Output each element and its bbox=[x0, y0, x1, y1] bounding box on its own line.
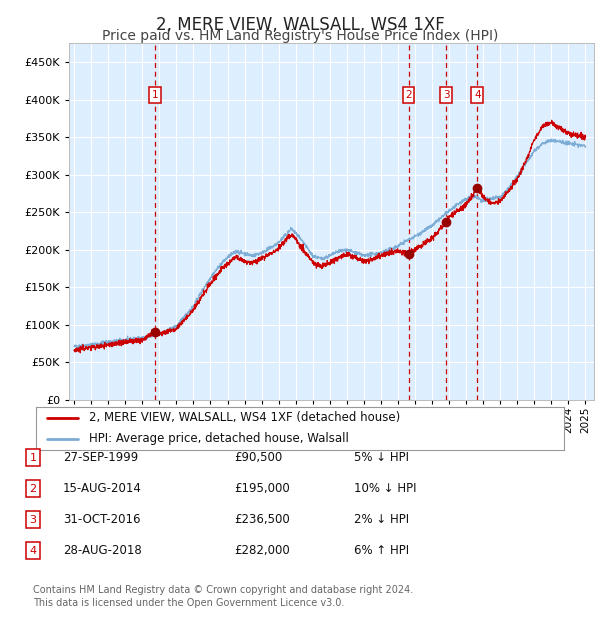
Text: 2, MERE VIEW, WALSALL, WS4 1XF: 2, MERE VIEW, WALSALL, WS4 1XF bbox=[155, 16, 445, 33]
Text: 4: 4 bbox=[474, 90, 481, 100]
Text: Price paid vs. HM Land Registry's House Price Index (HPI): Price paid vs. HM Land Registry's House … bbox=[102, 29, 498, 43]
Text: 1: 1 bbox=[152, 90, 158, 100]
Text: 2: 2 bbox=[405, 90, 412, 100]
Text: 2, MERE VIEW, WALSALL, WS4 1XF (detached house): 2, MERE VIEW, WALSALL, WS4 1XF (detached… bbox=[89, 412, 400, 424]
Text: £195,000: £195,000 bbox=[234, 482, 290, 495]
Text: 28-AUG-2018: 28-AUG-2018 bbox=[63, 544, 142, 557]
Text: 4: 4 bbox=[29, 546, 37, 556]
Text: £282,000: £282,000 bbox=[234, 544, 290, 557]
Text: 6% ↑ HPI: 6% ↑ HPI bbox=[354, 544, 409, 557]
Text: This data is licensed under the Open Government Licence v3.0.: This data is licensed under the Open Gov… bbox=[33, 598, 344, 608]
Text: 2: 2 bbox=[29, 484, 37, 494]
Text: 27-SEP-1999: 27-SEP-1999 bbox=[63, 451, 138, 464]
Text: 3: 3 bbox=[29, 515, 37, 525]
Text: 10% ↓ HPI: 10% ↓ HPI bbox=[354, 482, 416, 495]
Text: 31-OCT-2016: 31-OCT-2016 bbox=[63, 513, 140, 526]
Text: 2% ↓ HPI: 2% ↓ HPI bbox=[354, 513, 409, 526]
Text: £236,500: £236,500 bbox=[234, 513, 290, 526]
Text: 3: 3 bbox=[443, 90, 449, 100]
Text: HPI: Average price, detached house, Walsall: HPI: Average price, detached house, Wals… bbox=[89, 433, 349, 445]
Text: £90,500: £90,500 bbox=[234, 451, 282, 464]
Text: 1: 1 bbox=[29, 453, 37, 463]
Text: Contains HM Land Registry data © Crown copyright and database right 2024.: Contains HM Land Registry data © Crown c… bbox=[33, 585, 413, 595]
Text: 5% ↓ HPI: 5% ↓ HPI bbox=[354, 451, 409, 464]
Text: 15-AUG-2014: 15-AUG-2014 bbox=[63, 482, 142, 495]
